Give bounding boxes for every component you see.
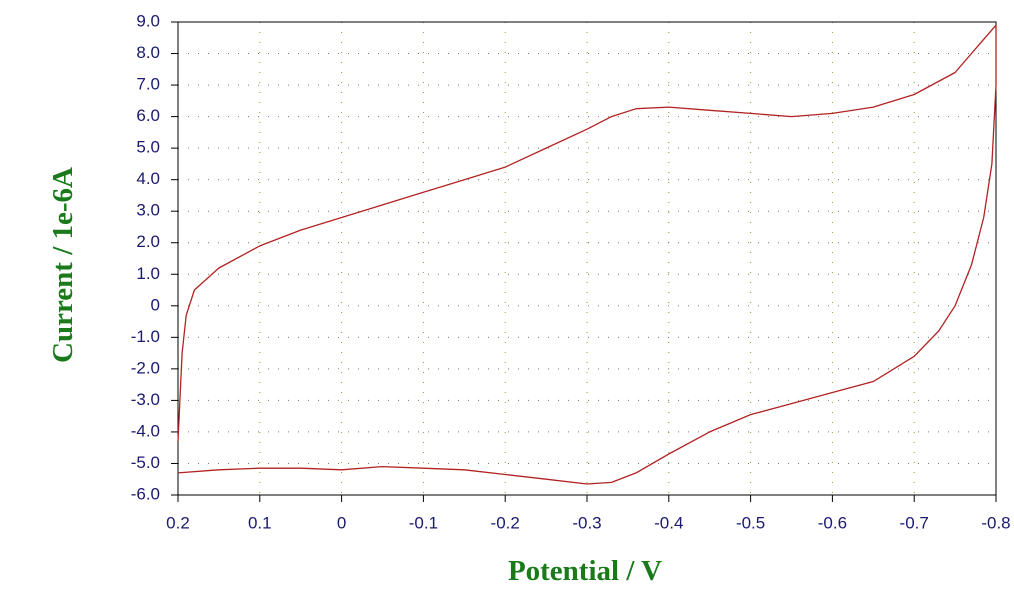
x-tick-label: -0.1 <box>409 513 438 532</box>
plot-frame <box>177 21 997 496</box>
x-tick-label: -0.2 <box>491 513 520 532</box>
x-tick-label: 0.2 <box>166 513 190 532</box>
x-tick-label: -0.6 <box>818 513 847 532</box>
y-tick-label: 0 <box>151 295 160 314</box>
y-tick-label: 8.0 <box>136 43 160 62</box>
y-tick-label: 2.0 <box>136 232 160 251</box>
x-tick-label: -0.4 <box>654 513 683 532</box>
x-tick-label: 0.1 <box>248 513 272 532</box>
y-tick-label: 1.0 <box>136 264 160 283</box>
x-tick-label: -0.7 <box>900 513 929 532</box>
y-tick-label: 5.0 <box>136 138 160 157</box>
y-tick-label: -4.0 <box>131 421 160 440</box>
y-tick-label: 6.0 <box>136 106 160 125</box>
y-tick-label: -2.0 <box>131 358 160 377</box>
y-tick-label: -6.0 <box>131 484 160 503</box>
y-tick-label: 7.0 <box>136 75 160 94</box>
y-tick-label: 9.0 <box>136 11 160 30</box>
x-tick-label: -0.3 <box>572 513 601 532</box>
x-tick-label: -0.8 <box>981 513 1010 532</box>
y-tick-label: -3.0 <box>131 390 160 409</box>
y-tick-label: 3.0 <box>136 201 160 220</box>
data-line <box>177 24 997 485</box>
y-tick-label: -5.0 <box>131 453 160 472</box>
x-axis-title: Potential / V <box>508 555 662 587</box>
y-tick-label: -1.0 <box>131 327 160 346</box>
x-tick-label: -0.5 <box>736 513 765 532</box>
y-tick-label: 4.0 <box>136 169 160 188</box>
x-tick-label: 0 <box>337 513 346 532</box>
y-axis-title: Current / 1e-6A <box>47 167 79 363</box>
